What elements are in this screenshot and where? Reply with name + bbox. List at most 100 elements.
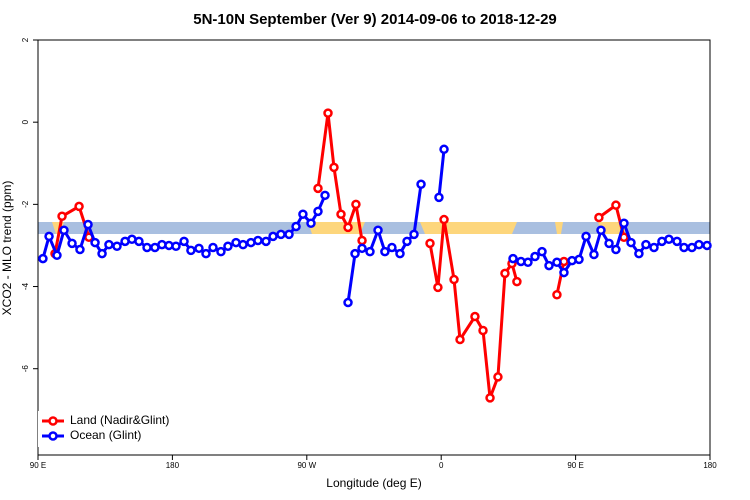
x-tick-label: 90 E [30, 461, 46, 470]
point [439, 144, 449, 155]
point [104, 239, 114, 250]
x-tick-label: 180 [703, 461, 717, 470]
point [672, 236, 682, 247]
point [537, 246, 547, 257]
point [373, 225, 383, 235]
point [201, 248, 211, 259]
point [380, 246, 390, 257]
y-axis-label: XCO2 - MLO trend (ppm) [0, 181, 14, 316]
point [611, 244, 621, 255]
point [194, 243, 204, 254]
point [434, 192, 444, 203]
point [544, 260, 554, 271]
point [357, 243, 367, 254]
point [67, 238, 77, 249]
point [38, 253, 48, 264]
point [351, 199, 361, 210]
point [343, 222, 353, 233]
point [223, 241, 233, 252]
point [508, 253, 518, 264]
point [433, 282, 443, 293]
point [387, 242, 397, 253]
point [604, 238, 614, 249]
point [343, 297, 353, 308]
point [455, 334, 465, 345]
point [574, 254, 584, 265]
chart-title: 5N-10N September (Ver 9) 2014-09-06 to 2… [193, 11, 557, 28]
point [186, 245, 196, 256]
point [208, 242, 218, 253]
y-tick-label: 0 [21, 119, 30, 124]
point [395, 248, 405, 259]
point [449, 274, 459, 285]
point [365, 246, 375, 257]
point [75, 244, 85, 255]
point [142, 242, 152, 253]
y-tick-label: -2 [21, 200, 30, 208]
x-tick-label: 90 W [297, 461, 316, 470]
point [409, 229, 419, 240]
point [298, 209, 308, 219]
point [284, 229, 294, 240]
y-tick-label: -6 [21, 365, 30, 373]
y-tick-label: -4 [21, 282, 30, 290]
point [611, 200, 621, 210]
point [694, 239, 704, 250]
point [44, 231, 54, 242]
point [329, 162, 339, 173]
point [216, 246, 226, 257]
point [276, 229, 286, 240]
point [59, 225, 69, 235]
point [134, 236, 144, 247]
legend-label: Land (Nadir&Glint) [70, 413, 169, 427]
point [439, 214, 449, 225]
point [83, 219, 93, 230]
point [581, 231, 591, 242]
point [336, 209, 346, 219]
point [320, 190, 330, 201]
point [268, 231, 278, 242]
point [634, 248, 644, 259]
point [512, 276, 522, 287]
point [589, 249, 599, 260]
y-tick-label: 2 [21, 37, 30, 42]
point [596, 225, 606, 235]
point [664, 234, 674, 245]
point [702, 240, 712, 251]
point [261, 236, 271, 247]
point [500, 268, 510, 279]
point [619, 218, 629, 229]
point [425, 238, 435, 249]
point [626, 237, 636, 248]
point [679, 242, 689, 253]
point [52, 250, 62, 261]
point [559, 267, 569, 278]
point [323, 108, 333, 118]
point [478, 325, 488, 336]
point [552, 290, 562, 300]
point [402, 236, 412, 247]
point [57, 211, 67, 222]
point [641, 239, 651, 250]
point [523, 257, 533, 268]
point [552, 257, 562, 268]
point [357, 235, 367, 246]
legend-box [38, 411, 180, 447]
point [179, 236, 189, 247]
point [313, 183, 323, 194]
point [313, 206, 323, 217]
point [594, 212, 604, 223]
point [253, 235, 263, 246]
x-axis-label: Longitude (deg E) [326, 476, 421, 490]
legend-marker [48, 431, 58, 441]
point [649, 242, 659, 253]
point [112, 241, 122, 252]
point [485, 393, 495, 403]
legend-marker [48, 416, 58, 426]
point [493, 372, 503, 382]
legend-label: Ocean (Glint) [70, 428, 141, 442]
point [530, 251, 540, 262]
point [238, 239, 248, 250]
point [97, 248, 107, 259]
